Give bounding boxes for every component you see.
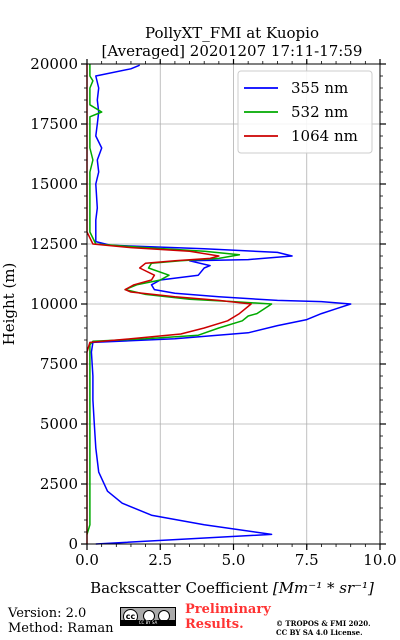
y-tick-label: 5000 xyxy=(40,415,78,433)
y-tick-label: 0 xyxy=(68,535,78,553)
legend: 355 nm 532 nm 1064 nm xyxy=(237,70,373,154)
x-axis-label: Backscatter Coefficient [Mm⁻¹ * sr⁻¹] xyxy=(90,579,374,597)
y-tick-label: 12500 xyxy=(30,235,78,253)
axes: 0.0 2.5 5.0 7.5 10.0 0 2500 5000 7500 10000 12500 1… xyxy=(30,55,396,569)
chart-title: PollyXT_FMI at Kuopio xyxy=(145,24,319,42)
copyright-line-1: © TROPOS & FMI 2020. xyxy=(276,619,371,628)
y-tick-label: 20000 xyxy=(30,55,78,73)
x-tick-label: 7.5 xyxy=(295,551,319,569)
cc-license-badge[interactable]: cc CC BY SA xyxy=(120,607,176,626)
series-line-0 xyxy=(90,64,352,545)
method-text: Method: Raman xyxy=(8,621,114,636)
y-tick-label: 2500 xyxy=(40,475,78,493)
backscatter-profile-chart: PollyXT_FMI at Kuopio [Averaged] 2020120… xyxy=(0,24,397,597)
preliminary-line-1: Preliminary xyxy=(185,602,271,617)
version-text: Version: 2.0 xyxy=(8,606,87,621)
copyright-text: © TROPOS & FMI 2020. CC BY SA 4.0 Licens… xyxy=(276,619,371,637)
x-axis-label-units: [Mm⁻¹ * sr⁻¹] xyxy=(273,579,374,597)
x-tick-label: 2.5 xyxy=(148,551,172,569)
y-tick-label: 15000 xyxy=(30,175,78,193)
y-tick-label: 7500 xyxy=(40,355,78,373)
preliminary-results-text: Preliminary Results. xyxy=(185,602,271,632)
x-tick-label: 10.0 xyxy=(363,551,396,569)
series-line-2 xyxy=(86,64,252,544)
legend-label: 355 nm xyxy=(291,79,348,97)
plot-series xyxy=(86,64,352,545)
legend-label: 532 nm xyxy=(291,103,348,121)
x-tick-label: 0.0 xyxy=(75,551,99,569)
copyright-line-2: CC BY SA 4.0 License. xyxy=(276,628,363,637)
y-axis-label: Height (m) xyxy=(0,263,18,346)
x-tick-label: 5.0 xyxy=(222,551,246,569)
y-tick-label: 10000 xyxy=(30,295,78,313)
legend-box xyxy=(237,70,373,154)
y-tick-label: 17500 xyxy=(30,115,78,133)
chart-subtitle: [Averaged] 20201207 17:11-17:59 xyxy=(102,42,363,60)
license-badge-text: CC BY SA xyxy=(121,620,175,625)
legend-label: 1064 nm xyxy=(291,127,358,145)
preliminary-line-2: Results. xyxy=(185,617,244,632)
x-axis-label-text: Backscatter Coefficient xyxy=(90,579,273,597)
